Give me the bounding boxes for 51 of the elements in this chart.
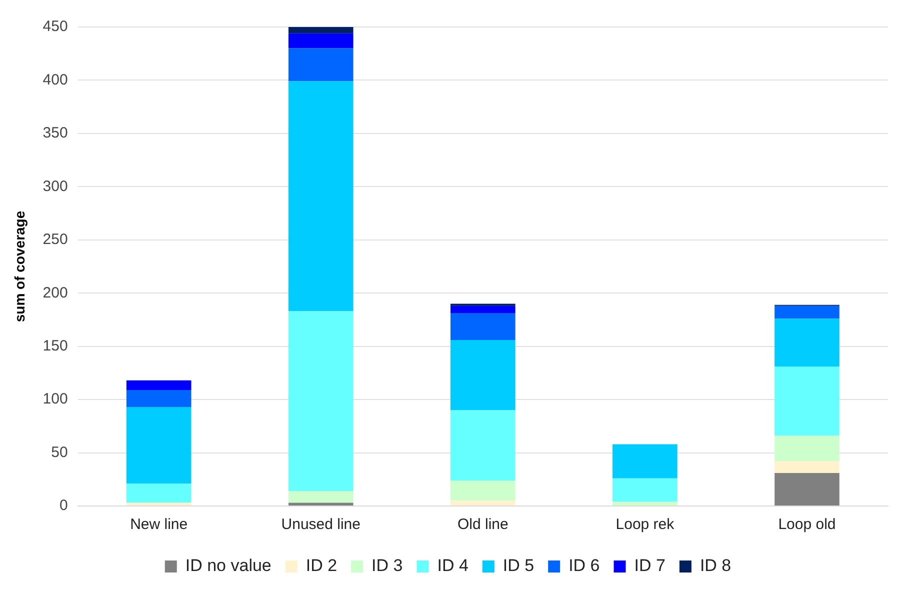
legend-label: ID 3 <box>372 556 403 576</box>
bar <box>288 27 354 34</box>
y-tick-label: 200 <box>42 284 68 302</box>
bar <box>126 390 192 408</box>
y-tick-label: 100 <box>42 390 68 408</box>
bar <box>774 366 840 436</box>
bar <box>126 484 192 503</box>
bar <box>774 318 840 367</box>
y-tick-label: 0 <box>59 497 68 514</box>
legend-label: ID 8 <box>700 556 732 576</box>
legend-label: ID 7 <box>634 556 666 576</box>
y-tick-label: 400 <box>42 71 68 88</box>
x-tick-label: New line <box>130 516 188 534</box>
y-axis-title: sum of coverage <box>11 210 28 322</box>
bar <box>288 81 354 312</box>
x-tick-label: Loop rek <box>616 516 675 534</box>
bar <box>126 502 192 506</box>
y-tick-label: 150 <box>42 337 68 354</box>
bar <box>774 461 840 473</box>
y-tick-label: 250 <box>42 231 68 248</box>
x-tick-label: Unused line <box>281 516 360 534</box>
bar <box>450 313 516 340</box>
bar <box>612 502 678 506</box>
bar <box>612 478 678 502</box>
legend-label: ID 2 <box>306 556 338 576</box>
bar <box>450 410 516 480</box>
bar <box>288 48 354 82</box>
y-tick-label: 300 <box>42 178 68 195</box>
x-tick-label: Loop old <box>778 516 836 534</box>
bar <box>126 380 192 390</box>
bar <box>450 306 516 314</box>
bar <box>126 407 192 484</box>
bar <box>774 306 840 319</box>
bar <box>450 480 516 501</box>
legend-label: ID 5 <box>502 556 534 576</box>
bar <box>288 311 354 492</box>
legend-label: ID 4 <box>437 556 468 576</box>
bar <box>450 500 516 506</box>
legend-label: ID no value <box>185 556 272 576</box>
bar <box>288 491 354 503</box>
bar <box>612 444 678 478</box>
y-tick-label: 350 <box>42 124 68 142</box>
bar <box>288 33 354 48</box>
y-tick-label: 450 <box>42 18 68 36</box>
y-tick-label: 50 <box>51 444 68 461</box>
bar <box>288 502 354 506</box>
bar <box>774 436 840 462</box>
x-tick-label: Old line <box>457 516 508 534</box>
bar <box>450 340 516 410</box>
legend-label: ID 6 <box>568 556 600 576</box>
bar <box>774 473 840 506</box>
